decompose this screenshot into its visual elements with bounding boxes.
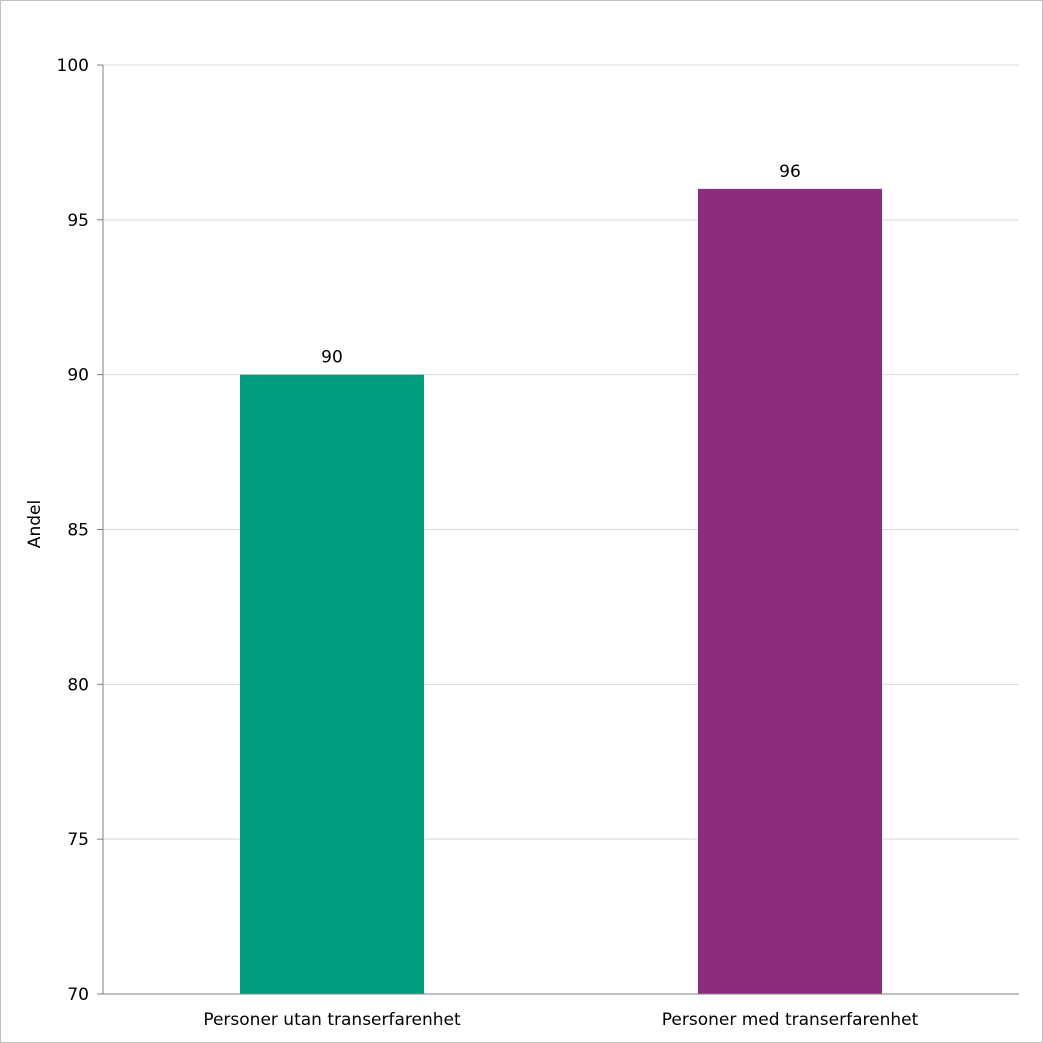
y-tick-label: 75 [67, 830, 89, 850]
y-tick-label: 100 [57, 56, 89, 76]
bar [698, 188, 882, 994]
y-tick-labels: 70 75 80 85 90 95 100 [57, 56, 103, 1005]
x-tick-label: Personer med transerfarenhet [662, 1010, 919, 1030]
y-axis-label: Andel [25, 500, 45, 548]
data-labels: 90 96 [321, 162, 801, 368]
bar [240, 374, 424, 995]
y-tick-label: 85 [67, 521, 89, 541]
y-tick-label: 90 [67, 366, 89, 386]
x-tick-labels: Personer utan transerfarenhet Personer me… [203, 1010, 918, 1030]
bars [240, 188, 882, 995]
data-label: 96 [779, 162, 801, 182]
y-tick-label: 70 [67, 985, 89, 1005]
x-tick-label: Personer utan transerfarenhet [203, 1010, 461, 1030]
data-label: 90 [321, 348, 343, 368]
y-tick-label: 80 [67, 675, 89, 695]
y-tick-label: 95 [67, 211, 89, 231]
